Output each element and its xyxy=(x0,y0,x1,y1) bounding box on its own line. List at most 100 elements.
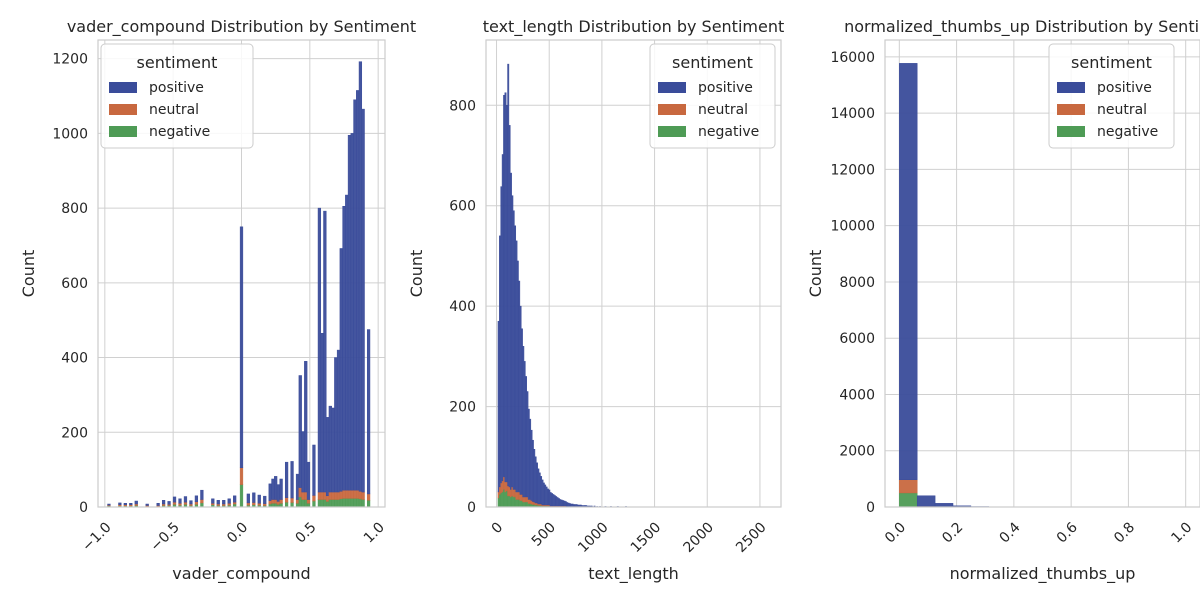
y-axis-label: Count xyxy=(407,250,426,298)
bar-positive xyxy=(274,476,278,500)
chart-panel-2: 0 200 400 600 800 0 500 1000 1500 2000 2500 text_le… xyxy=(407,17,784,584)
bar-positive xyxy=(356,90,360,491)
bar-positive xyxy=(899,63,918,480)
x-tick-label: 2500 xyxy=(733,519,770,556)
bar-negative xyxy=(317,499,322,507)
y-axis-label: Count xyxy=(806,250,825,298)
legend-swatch-positive xyxy=(109,82,137,93)
legend-label-neutral: neutral xyxy=(698,102,748,118)
x-tick-label: 2000 xyxy=(680,519,717,556)
bars xyxy=(107,61,371,507)
x-tick-label: 0.0 xyxy=(224,519,251,546)
bar-neutral xyxy=(899,479,918,494)
bar-positive xyxy=(161,500,166,505)
bar-neutral xyxy=(284,497,289,503)
bar-positive xyxy=(252,492,256,503)
bar-positive xyxy=(216,500,220,505)
legend-swatch-positive xyxy=(658,82,686,93)
bar-positive xyxy=(350,133,354,491)
bar-positive xyxy=(134,500,138,505)
x-tick-label: 0 xyxy=(489,519,507,537)
y-tick-label: 1000 xyxy=(52,126,88,142)
bar-positive xyxy=(271,478,275,500)
bar-positive xyxy=(233,495,237,503)
bar-neutral xyxy=(178,503,182,506)
bar-neutral xyxy=(336,491,341,500)
bar-positive xyxy=(263,495,267,504)
bar-neutral xyxy=(358,491,363,500)
bar-neutral xyxy=(200,499,204,504)
bar-positive xyxy=(222,500,226,505)
bar-neutral xyxy=(279,499,283,504)
bar-negative xyxy=(358,498,363,507)
bar-neutral xyxy=(194,501,199,505)
bar-negative xyxy=(339,498,343,507)
y-tick-label: 4000 xyxy=(839,387,875,403)
bar-neutral xyxy=(347,489,352,499)
bar-negative xyxy=(290,502,294,507)
bar-negative xyxy=(239,484,244,507)
y-tick-label: 0 xyxy=(79,500,88,516)
bar-neutral xyxy=(257,503,261,506)
bar-neutral xyxy=(361,491,365,500)
bar-positive xyxy=(183,496,188,503)
plot-frame xyxy=(97,39,386,508)
bar-negative xyxy=(200,502,204,507)
y-tick-label: 600 xyxy=(449,199,476,215)
legend-swatch-negative xyxy=(109,126,137,137)
bar-positive xyxy=(320,333,324,493)
legend-swatch-neutral xyxy=(1057,104,1085,115)
bar-positive xyxy=(295,473,300,500)
bar-positive xyxy=(276,484,281,502)
bar-neutral xyxy=(227,503,231,506)
x-tick-label: 0.6 xyxy=(1054,519,1081,546)
legend-swatch-neutral xyxy=(658,104,686,115)
bar-negative xyxy=(342,498,346,507)
bar-neutral xyxy=(298,487,302,498)
bar-neutral xyxy=(290,497,294,503)
bar-positive xyxy=(189,500,193,505)
bar-neutral xyxy=(323,491,327,500)
bar-negative xyxy=(331,499,335,507)
bar-neutral xyxy=(339,491,343,500)
x-axis-label: normalized_thumbs_up xyxy=(950,564,1136,584)
y-tick-label: 10000 xyxy=(830,219,875,235)
chart-title: text_length Distribution by Sentiment xyxy=(483,17,785,37)
bar-negative xyxy=(366,500,371,507)
bar-positive xyxy=(257,494,261,504)
bar-neutral xyxy=(356,489,360,499)
bar-positive xyxy=(336,349,341,493)
x-axis-label: vader_compound xyxy=(172,564,310,584)
y-tick-label: 200 xyxy=(61,425,88,441)
bar-neutral xyxy=(276,501,281,505)
bar-neutral xyxy=(312,495,316,502)
bar-positive xyxy=(325,417,330,497)
bar-negative xyxy=(325,501,330,507)
bar-positive xyxy=(345,194,349,491)
bars xyxy=(497,63,627,507)
plot-frame xyxy=(485,39,782,508)
y-tick-label: 0 xyxy=(467,500,476,516)
bar-negative xyxy=(899,492,918,507)
legend-title: sentiment xyxy=(672,53,753,72)
bar-neutral xyxy=(342,489,346,499)
bar-positive xyxy=(339,248,343,492)
bar-positive xyxy=(347,135,352,491)
bar-neutral xyxy=(334,491,338,500)
bar-positive xyxy=(284,461,289,498)
chart-title: vader_compound Distribution by Sentiment xyxy=(67,17,416,37)
bar-positive xyxy=(331,407,335,493)
legend: sentiment positive neutral negative xyxy=(1048,43,1175,149)
bar-neutral xyxy=(306,499,311,504)
bar-positive xyxy=(227,498,231,504)
bar-positive xyxy=(145,503,149,506)
bar-neutral xyxy=(239,467,244,485)
legend: sentiment positive neutral negative xyxy=(100,43,254,149)
bar-neutral xyxy=(366,493,371,501)
y-tick-label: 2000 xyxy=(839,444,875,460)
x-axis-label: text_length xyxy=(588,564,679,584)
x-tick-label: −1.0 xyxy=(79,519,114,554)
bar-positive xyxy=(317,207,322,493)
bar-neutral xyxy=(252,502,256,506)
bar-positive xyxy=(268,483,272,501)
